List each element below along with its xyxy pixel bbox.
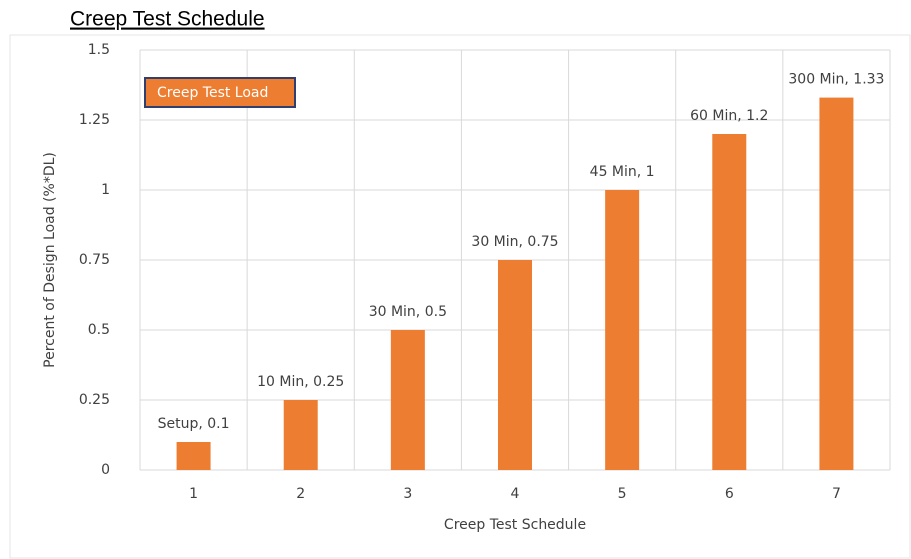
bar [605,190,640,470]
y-tick-label: 1.5 [88,42,110,58]
bar [498,260,532,470]
x-axis-label: Creep Test Schedule [444,517,586,533]
bar [390,330,425,470]
data-label: 30 Min, 0.5 [369,304,447,320]
x-tick-label: 6 [725,486,734,502]
y-tick-label: 1.25 [79,112,110,128]
chart-title: Creep Test Schedule [70,8,265,31]
legend-box [144,77,296,108]
data-label: Setup, 0.1 [158,416,230,432]
y-tick-label: 1 [101,182,110,198]
x-tick-label: 5 [618,486,627,502]
bar [819,97,854,470]
y-axis-label: Percent of Design Load (%*DL) [42,152,58,368]
x-tick-label: 1 [189,486,198,502]
x-tick-label: 2 [296,486,305,502]
data-label: 30 Min, 0.75 [471,234,558,250]
x-tick-label: 4 [511,486,520,502]
data-label: 300 Min, 1.33 [788,72,884,88]
data-label: 45 Min, 1 [590,164,655,180]
bar [283,400,318,470]
data-label: 10 Min, 0.25 [257,374,344,390]
x-tick-label: 3 [403,486,412,502]
chart-frame [9,34,911,559]
bar [712,134,747,470]
legend-label: Creep Test Load [157,85,268,101]
bar [176,442,211,470]
data-label: 60 Min, 1.2 [690,108,768,124]
y-tick-label: 0 [101,462,110,478]
y-tick-label: 0.5 [88,322,110,338]
y-tick-label: 0.75 [79,252,110,268]
y-tick-label: 0.25 [79,392,110,408]
x-tick-label: 7 [832,486,841,502]
